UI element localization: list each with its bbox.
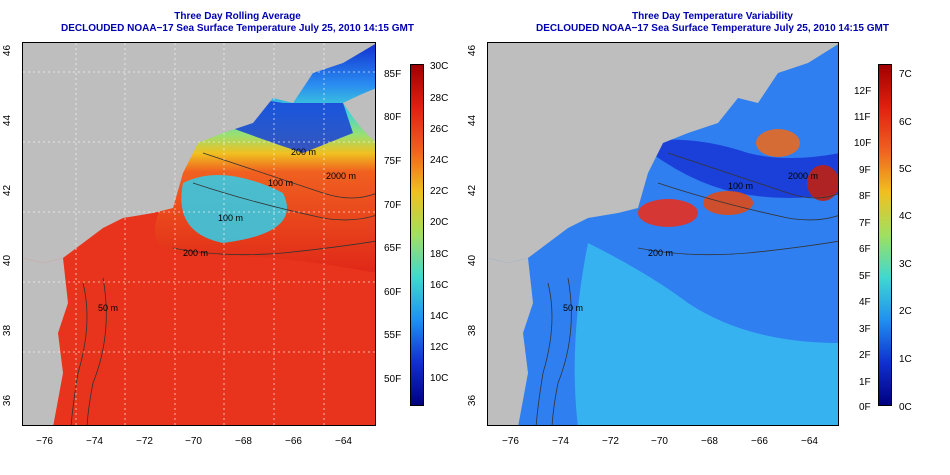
colorbar-c-label: 22C — [430, 186, 449, 197]
colorbar-c-label: 5C — [899, 164, 912, 175]
colorbar-c-label: 7C — [899, 69, 912, 80]
left-colorbar — [410, 64, 424, 406]
right-contour-label: 100 m — [728, 181, 754, 191]
x-tick: −66 — [285, 436, 302, 447]
colorbar-f-label: 9F — [859, 165, 871, 176]
colorbar-c-label: 12C — [430, 342, 449, 353]
colorbar-f-label: 10F — [854, 138, 872, 149]
colorbar-f-label: 50F — [384, 374, 402, 385]
right-panel: Three Day Temperature Variability DECLOU… — [467, 0, 950, 475]
left-sst-map: 200 m 100 m 100 m 2000 m 200 m 50 m — [22, 42, 376, 426]
x-tick: −72 — [136, 436, 153, 447]
left-land — [23, 43, 375, 263]
x-tick: −74 — [552, 436, 569, 447]
y-tick: 46 — [467, 44, 479, 57]
x-tick: −76 — [36, 436, 53, 447]
right-contour-label: 50 m — [563, 303, 584, 313]
right-variability-map: 100 m 2000 m 200 m 50 m — [487, 42, 839, 426]
left-contour-label: 100 m — [218, 213, 244, 223]
colorbar-c-label: 14C — [430, 311, 449, 322]
right-contour-label: 2000 m — [788, 171, 819, 181]
colorbar-f-label: 65F — [384, 243, 402, 254]
y-tick: 38 — [2, 324, 14, 337]
x-tick: −66 — [751, 436, 768, 447]
colorbar-f-label: 4F — [859, 297, 871, 308]
right-title: Three Day Temperature Variability — [632, 11, 793, 22]
x-tick: −68 — [235, 436, 252, 447]
colorbar-f-label: 85F — [384, 69, 402, 80]
x-tick: −72 — [602, 436, 619, 447]
colorbar-c-label: 28C — [430, 93, 449, 104]
colorbar-f-label: 55F — [384, 330, 402, 341]
colorbar-c-label: 6C — [899, 117, 912, 128]
colorbar-f-label: 8F — [859, 191, 871, 202]
x-tick: −70 — [185, 436, 202, 447]
y-tick: 36 — [2, 394, 14, 407]
x-tick: −64 — [335, 436, 352, 447]
left-contour-label: 200 m — [183, 248, 209, 258]
left-title: Three Day Rolling Average — [174, 11, 301, 22]
colorbar-c-label: 10C — [430, 373, 449, 384]
colorbar-c-label: 3C — [899, 259, 912, 270]
right-land — [488, 43, 838, 263]
left-contour-label: 100 m — [268, 178, 294, 188]
colorbar-f-label: 7F — [859, 218, 871, 229]
colorbar-f-label: 2F — [859, 350, 871, 361]
left-contour-label: 200 m — [291, 147, 317, 157]
colorbar-c-label: 0C — [899, 402, 912, 413]
colorbar-c-label: 2C — [899, 306, 912, 317]
x-tick: −76 — [502, 436, 519, 447]
colorbar-c-label: 4C — [899, 211, 912, 222]
colorbar-c-label: 16C — [430, 280, 449, 291]
y-tick: 38 — [467, 324, 479, 337]
colorbar-f-label: 5F — [859, 271, 871, 282]
colorbar-f-label: 70F — [384, 200, 402, 211]
y-tick: 40 — [467, 254, 479, 267]
colorbar-c-label: 1C — [899, 354, 912, 365]
colorbar-f-label: 0F — [859, 402, 871, 413]
right-subtitle: DECLOUDED NOAA−17 Sea Surface Temperatur… — [535, 23, 889, 34]
left-panel: Three Day Rolling Average DECLOUDED NOAA… — [2, 11, 449, 447]
y-tick: 40 — [2, 254, 14, 267]
colorbar-c-label: 24C — [430, 155, 449, 166]
colorbar-f-label: 75F — [384, 156, 402, 167]
x-tick: −74 — [86, 436, 103, 447]
left-contour-label: 50 m — [98, 303, 119, 313]
y-tick: 44 — [467, 114, 479, 127]
right-contour-label: 200 m — [648, 248, 674, 258]
x-tick: −64 — [801, 436, 818, 447]
colorbar-f-label: 60F — [384, 287, 402, 298]
colorbar-f-label: 1F — [859, 377, 871, 388]
colorbar-f-label: 3F — [859, 324, 871, 335]
left-subtitle: DECLOUDED NOAA−17 Sea Surface Temperatur… — [60, 23, 414, 34]
y-tick: 44 — [2, 114, 14, 127]
y-tick: 42 — [467, 184, 479, 197]
colorbar-f-label: 12F — [854, 86, 872, 97]
colorbar-c-label: 26C — [430, 124, 449, 135]
x-tick: −70 — [651, 436, 668, 447]
colorbar-c-label: 18C — [430, 249, 449, 260]
colorbar-f-label: 6F — [859, 244, 871, 255]
colorbar-f-label: 80F — [384, 112, 402, 123]
right-colorbar — [878, 64, 892, 406]
colorbar-c-label: 20C — [430, 217, 449, 228]
y-tick: 42 — [2, 184, 14, 197]
colorbar-c-label: 30C — [430, 61, 449, 72]
left-contour-label: 2000 m — [326, 171, 357, 181]
x-tick: −68 — [701, 436, 718, 447]
y-tick: 46 — [2, 44, 14, 57]
y-tick: 36 — [467, 394, 479, 407]
colorbar-f-label: 11F — [854, 112, 871, 123]
